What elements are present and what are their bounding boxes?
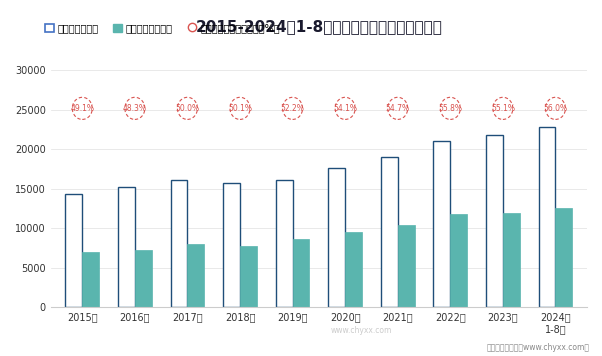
Bar [450, 214, 467, 308]
Text: 50.0%: 50.0% [175, 104, 199, 113]
Bar [503, 213, 520, 308]
Bar [66, 194, 82, 308]
Bar [293, 240, 309, 308]
Bar [539, 127, 556, 308]
Text: 54.7%: 54.7% [386, 104, 410, 113]
Bar [345, 232, 362, 308]
Text: 制图：智研咋询（www.chyxx.com）: 制图：智研咋询（www.chyxx.com） [487, 344, 590, 352]
Text: 52.2%: 52.2% [281, 104, 305, 113]
Bar [381, 157, 398, 308]
Bar [240, 246, 257, 308]
Bar [223, 183, 240, 308]
Bar [170, 180, 187, 308]
Bar [398, 225, 415, 308]
Bar [187, 244, 204, 308]
Legend: 总资产（亿元）, 流动资产（亿元）, 流动资产占总资产比率（%）: 总资产（亿元）, 流动资产（亿元）, 流动资产占总资产比率（%） [45, 23, 280, 33]
Text: 49.1%: 49.1% [70, 104, 95, 113]
Text: 48.3%: 48.3% [123, 104, 147, 113]
Text: 50.1%: 50.1% [228, 104, 252, 113]
Bar [135, 250, 152, 308]
Bar [486, 135, 503, 308]
Bar [433, 141, 450, 308]
Bar [556, 208, 573, 308]
Text: 55.8%: 55.8% [438, 104, 462, 113]
Title: 2015-2024年1-8月食品制造业企业资产统计图: 2015-2024年1-8月食品制造业企业资产统计图 [196, 20, 442, 35]
Text: www.chyxx.com: www.chyxx.com [330, 326, 392, 335]
Text: 55.1%: 55.1% [491, 104, 515, 113]
Bar [276, 180, 293, 308]
Text: 54.1%: 54.1% [333, 104, 357, 113]
Bar [82, 252, 99, 308]
Text: 56.0%: 56.0% [544, 104, 568, 113]
Bar [118, 187, 135, 308]
Bar [328, 168, 345, 308]
